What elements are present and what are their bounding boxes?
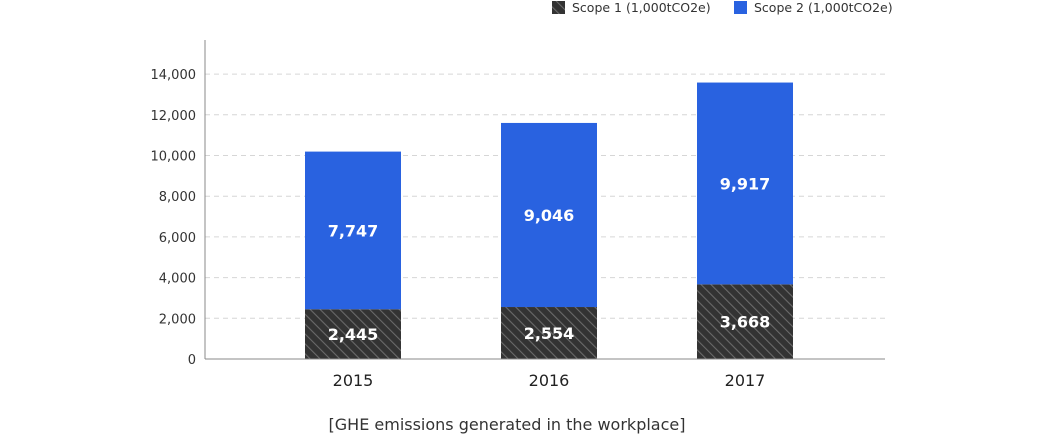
- y-tick-label: 12,000: [151, 109, 197, 124]
- data-label-scope2: 7,747: [328, 221, 379, 240]
- bar-scope2: [501, 122, 597, 308]
- bar-scope1: [305, 309, 401, 359]
- legend-swatch-scope2: [734, 1, 747, 14]
- bar-scope2: [697, 82, 793, 285]
- legend-label-scope1: Scope 1 (1,000tCO2e): [572, 0, 711, 15]
- y-tick-label: 0: [188, 353, 196, 368]
- legend-swatch-scope1: [552, 1, 565, 14]
- x-tick-label: 2016: [529, 371, 570, 390]
- y-axis-ticks: 0 2,000 4,000 6,000 8,000 10,000 12,000 14,000: [151, 68, 197, 368]
- y-tick-label: 10,000: [151, 150, 197, 165]
- data-label-scope1: 3,668: [720, 313, 771, 332]
- y-tick-label: 2,000: [159, 312, 196, 327]
- chart-caption: [GHE emissions generated in the workplac…: [329, 415, 686, 434]
- y-tick-label: 4,000: [159, 272, 196, 287]
- y-tick-label: 14,000: [151, 68, 197, 83]
- x-tick-label: 2015: [333, 371, 374, 390]
- legend: Scope 1 (1,000tCO2e) Scope 2 (1,000tCO2e): [552, 0, 893, 15]
- bar-scope1: [697, 284, 793, 359]
- legend-label-scope2: Scope 2 (1,000tCO2e): [754, 0, 893, 15]
- axes: [204, 40, 885, 360]
- data-label-scope1: 2,554: [524, 324, 575, 343]
- bar-scope2: [305, 151, 401, 310]
- data-label-scope2: 9,917: [720, 174, 771, 193]
- data-labels: 2,445 7,747 2,554 9,046 3,668 9,917: [328, 174, 771, 344]
- data-label-scope2: 9,046: [524, 206, 575, 225]
- y-tick-label: 8,000: [159, 190, 196, 205]
- x-tick-label: 2017: [725, 371, 766, 390]
- data-label-scope1: 2,445: [328, 325, 379, 344]
- x-axis-ticks: 2015 2016 2017: [333, 371, 766, 390]
- y-tick-label: 6,000: [159, 231, 196, 246]
- bars: [305, 82, 793, 359]
- bar-scope1: [501, 307, 597, 359]
